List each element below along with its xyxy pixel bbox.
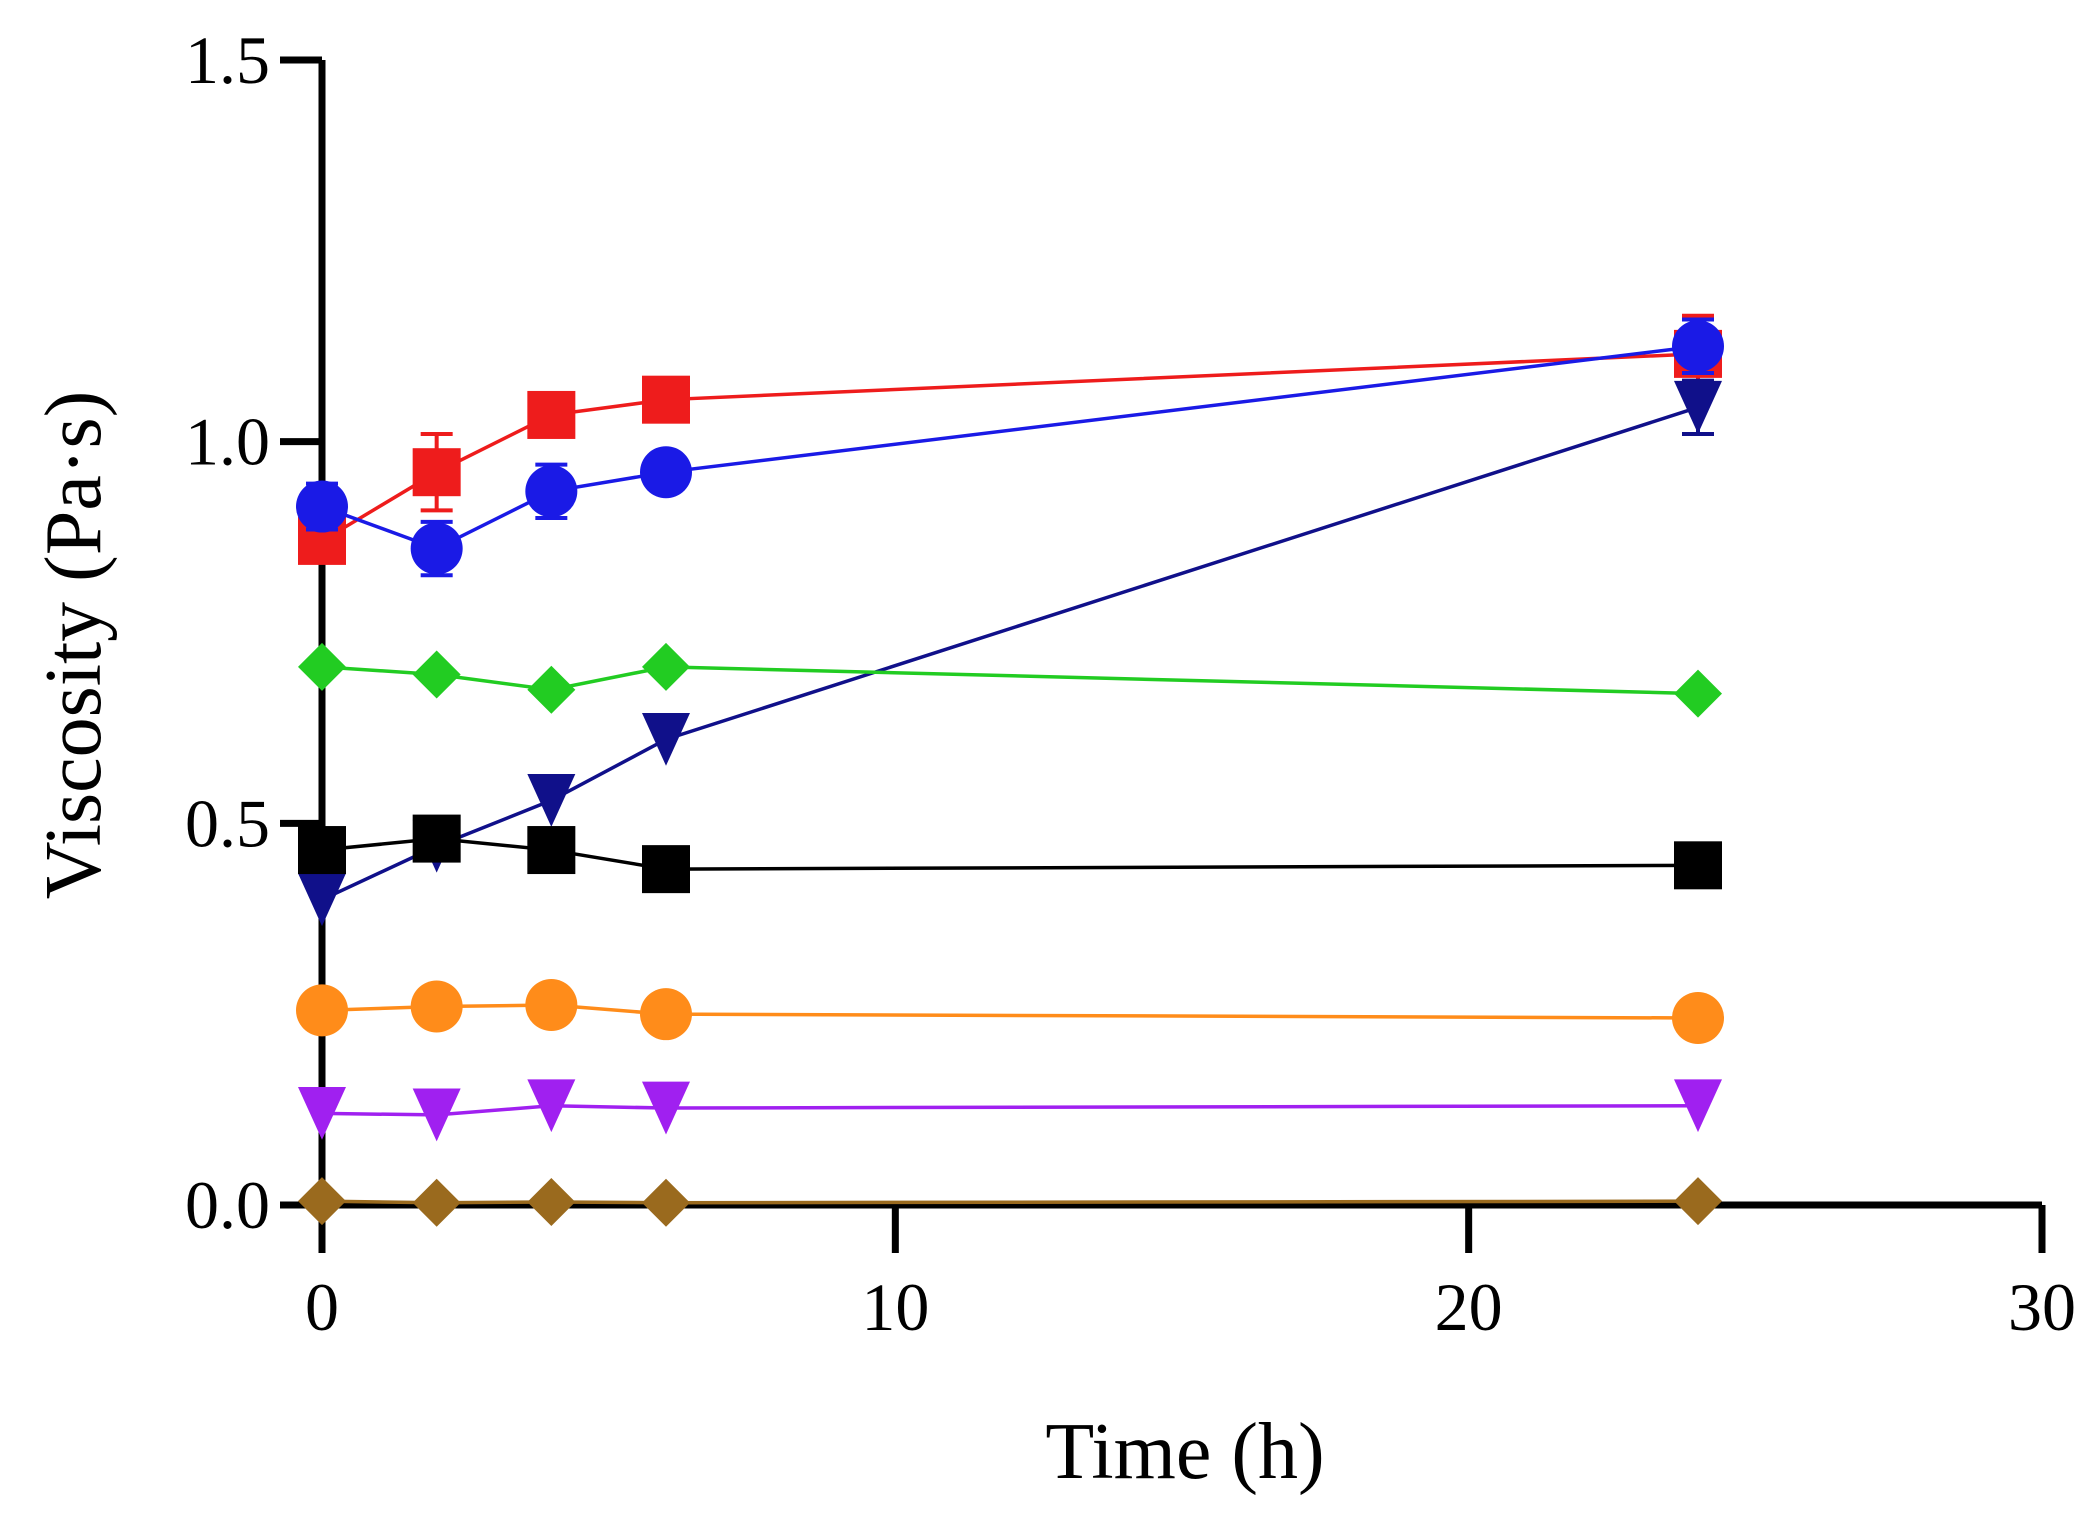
data-point — [1674, 380, 1722, 434]
series-7 — [298, 1177, 1722, 1227]
series-line — [321, 1104, 1699, 1117]
series-3 — [298, 642, 1722, 718]
data-point — [1672, 991, 1724, 1044]
data-point — [298, 1177, 346, 1226]
data-point — [527, 1079, 576, 1133]
x-tick-label: 0 — [305, 1269, 339, 1345]
data-point — [1672, 320, 1724, 373]
x-tick-label: 10 — [861, 1269, 929, 1345]
data-point — [642, 375, 690, 424]
data-point — [410, 980, 463, 1033]
data-point — [298, 873, 346, 927]
data-point — [410, 522, 463, 575]
data-point — [412, 814, 461, 863]
axes: 0 10 20 30 0.0 0.5 1.0 1.5 — [185, 22, 2076, 1345]
data-point — [412, 1178, 461, 1227]
y-axis-title: Viscosity (Pa·s) — [30, 391, 118, 899]
data-point — [640, 988, 692, 1041]
data-point — [412, 1088, 461, 1142]
data-point — [1674, 1177, 1722, 1226]
data-point — [640, 446, 692, 499]
y-tick-label: 0.5 — [185, 785, 270, 861]
data-point — [527, 774, 576, 827]
data-point — [1674, 841, 1722, 890]
series-5 — [296, 979, 1724, 1044]
data-point — [1674, 669, 1722, 718]
data-point — [525, 465, 578, 518]
data-point — [298, 1087, 346, 1140]
series-line — [321, 344, 1699, 551]
series-6 — [298, 1079, 1722, 1142]
data-point — [527, 1177, 576, 1226]
series-layer — [296, 313, 1724, 1227]
data-point — [412, 448, 461, 497]
data-point — [412, 650, 461, 699]
x-axis-title: Time (h) — [1045, 1408, 1324, 1496]
data-point — [1674, 1079, 1722, 1133]
y-tick-label: 1.5 — [185, 22, 270, 98]
data-point — [642, 1178, 690, 1227]
series-1 — [296, 317, 1724, 578]
data-point — [527, 665, 576, 714]
x-tick-label: 30 — [2008, 1269, 2076, 1345]
data-point — [296, 480, 348, 533]
x-tick-label: 20 — [1435, 1269, 1503, 1345]
series-2 — [298, 378, 1722, 927]
y-tick-label: 0.0 — [185, 1167, 270, 1243]
series-line — [321, 352, 1699, 543]
series-4 — [298, 814, 1722, 894]
data-point — [642, 712, 690, 766]
data-point — [298, 826, 346, 875]
data-point — [296, 984, 348, 1037]
y-tick-label: 1.0 — [185, 404, 270, 480]
data-point — [642, 642, 690, 691]
data-point — [298, 642, 346, 691]
data-point — [527, 826, 576, 875]
data-point — [642, 845, 690, 894]
series-0 — [298, 313, 1722, 565]
data-point — [525, 979, 578, 1032]
data-point — [642, 1081, 690, 1135]
data-point — [527, 390, 576, 439]
